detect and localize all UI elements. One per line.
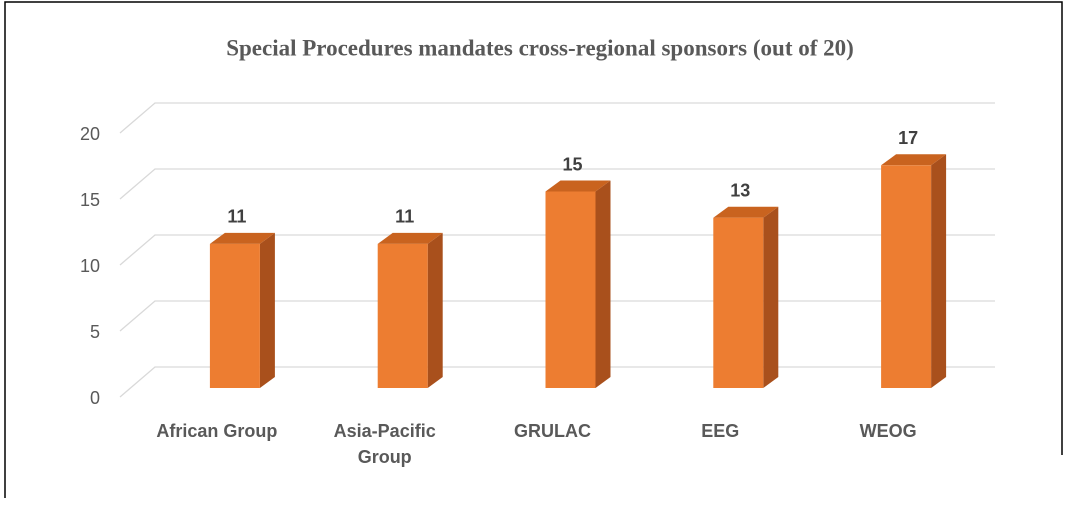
bar-top	[713, 206, 779, 218]
data-label: 13	[730, 180, 750, 200]
grid-line	[119, 102, 995, 134]
bar-side	[427, 232, 443, 388]
grid-line	[119, 168, 995, 200]
x-tick-label: African Group	[156, 421, 278, 441]
y-tick-label: 20	[80, 124, 100, 144]
y-tick-label: 0	[90, 388, 100, 408]
bar-side	[931, 154, 947, 388]
data-label: 11	[227, 207, 246, 227]
x-tick-label: GRULAC	[514, 421, 591, 441]
x-tick-label: Asia-Pacific Group	[333, 421, 436, 467]
bar	[545, 191, 596, 388]
data-label: 11	[395, 207, 414, 227]
y-tick-label: 15	[80, 190, 100, 210]
chart-title: Special Procedures mandates cross-region…	[226, 35, 854, 60]
bar-top	[545, 180, 611, 192]
y-tick-label: 10	[80, 256, 100, 276]
bar	[209, 243, 260, 388]
data-label: 15	[562, 154, 582, 174]
data-label: 17	[898, 128, 918, 148]
bar	[713, 217, 764, 388]
frame	[4, 1, 1063, 498]
bar-side	[595, 180, 611, 388]
bar	[881, 165, 932, 388]
bar-top	[209, 232, 275, 244]
bar-side	[763, 206, 779, 388]
x-tick-label: EEG	[701, 421, 740, 441]
bar-top	[881, 154, 947, 166]
bar	[377, 243, 428, 388]
bar-side	[259, 232, 275, 388]
x-tick-label: WEOG	[859, 421, 917, 441]
bar-top	[377, 232, 443, 244]
y-tick-label: 5	[90, 322, 100, 342]
